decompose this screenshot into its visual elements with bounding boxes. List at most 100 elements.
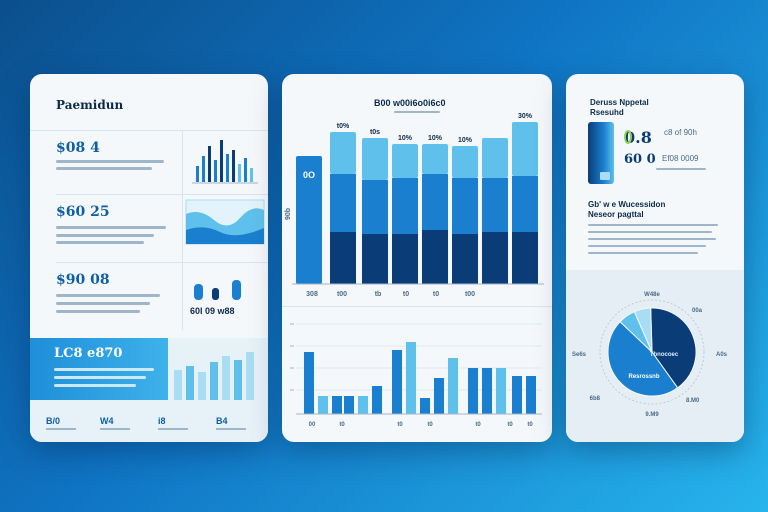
bar-segment-bottom [452, 234, 478, 284]
tab-underline [216, 428, 246, 430]
bar-segment-middle [392, 178, 418, 234]
right-subtitle-2: Neseor pagttal [588, 210, 644, 219]
right-figure-2: 60 0 [624, 152, 656, 167]
x-tick-label: 308 [306, 291, 318, 298]
pie-chart: Tbnocoec Resrossnb W48e 00a Se6s A0s 6b8 8.M0 9.… [572, 292, 728, 418]
pie-slice [633, 307, 653, 353]
column-bar [420, 398, 430, 414]
x-tick-label: t0 [339, 422, 345, 428]
x-tick-label: t0 [397, 422, 403, 428]
bar-segment-middle [362, 180, 388, 234]
footer-text [54, 384, 136, 387]
left-footer-band: LC8 e870 B/0 W4 i8 B4 [30, 338, 268, 442]
right-paragraph-line [588, 231, 712, 233]
bar-value-label: 10% [398, 135, 413, 142]
bar-segment-middle [422, 174, 448, 230]
stat-value-3: $90 08 [56, 272, 110, 288]
column-bar [468, 368, 478, 414]
bar-segment-top [512, 122, 538, 176]
bar-inner-label: 0O [303, 170, 315, 180]
tab-underline [46, 428, 76, 430]
x-tick-label: t0 [433, 291, 439, 298]
middle-chart-divider [282, 306, 552, 307]
blob-shapes-icon [194, 280, 241, 300]
pie-callout-label: W48e [644, 292, 660, 298]
middle-card-subtitle [394, 111, 440, 113]
column-bar [344, 396, 354, 414]
column-bar [512, 376, 522, 414]
left-row-divider [56, 194, 268, 195]
footer-tab-4-label: B4 [216, 416, 228, 426]
x-tick-label: t0 [475, 422, 481, 428]
right-figure-2-label: Ef08 0009 [662, 154, 699, 163]
right-figure-text [656, 168, 706, 170]
column-bar [392, 350, 402, 414]
bar-value-label: 10% [458, 137, 473, 144]
footer-tab-1[interactable]: B/0 [46, 416, 96, 438]
x-tick-label: t0 [403, 291, 409, 298]
footer-tab-2[interactable]: W4 [100, 416, 150, 438]
footer-tab-3-label: i8 [158, 416, 166, 426]
tab-underline [100, 428, 130, 430]
right-paragraph-line [588, 238, 716, 240]
bar-segment-top [482, 138, 508, 178]
pie-slice [650, 307, 697, 389]
bar-segment-bottom [362, 234, 388, 284]
bar-segment-bottom [482, 232, 508, 284]
right-paragraph-line [588, 252, 698, 254]
pie-callout-label: 8.M0 [686, 398, 700, 404]
right-paragraph-line [588, 245, 706, 247]
x-tick-label: t00 [465, 291, 475, 298]
y-axis-label: 90b [285, 208, 292, 220]
bar-segment-top [452, 146, 478, 178]
stat-2-text [56, 226, 166, 229]
tab-underline [158, 428, 188, 430]
column-bar [482, 368, 492, 414]
bar-value-label: 30% [518, 113, 533, 120]
column-bar [526, 376, 536, 414]
stat-3-text [56, 294, 160, 297]
bar-segment-middle [330, 174, 356, 232]
column-bar [332, 396, 342, 414]
bar-segment-top [392, 144, 418, 178]
middle-card-title: B00 w00i6o0i6c0 [374, 98, 446, 108]
bar-value-label: t0% [337, 123, 350, 130]
right-card-title-1: Deruss Nppetal [590, 98, 649, 107]
x-tick-label: 00 [309, 422, 316, 428]
bar-segment-bottom [422, 230, 448, 284]
pie-callout-label: Se6s [572, 352, 587, 358]
left-row-divider [56, 262, 268, 263]
stat-2-text [56, 234, 154, 237]
column-bar [358, 396, 368, 414]
stat-2-text [56, 241, 144, 244]
right-summary-card: Deruss Nppetal Rsesuhd 0.8 c8 of 90h 60 … [566, 74, 744, 442]
phone-screen [600, 172, 610, 180]
column-bar [448, 358, 458, 414]
bar-value-label: t0s [370, 129, 380, 136]
bar-value-label: 10% [428, 135, 443, 142]
bar-segment-bottom [392, 234, 418, 284]
bar-segment-top [422, 144, 448, 174]
footer-tab-4[interactable]: B4 [216, 416, 262, 438]
bar-segment [296, 156, 322, 284]
column-bar [496, 368, 506, 414]
stat-1-text [56, 167, 152, 170]
pie-callout-label: 6b8 [590, 396, 601, 402]
stat-value-1: $08 4 [56, 140, 100, 156]
x-tick-label: t00 [337, 291, 347, 298]
bar-segment-bottom [330, 232, 356, 284]
footer-tab-1-label: B/0 [46, 416, 61, 426]
footer-bar-chart-icon [174, 352, 254, 400]
stacked-bar-chart: t0% t0s 10% 10% 10% 30% 0O 90b 308 t00 tb t0 t0 t00 [285, 113, 544, 298]
bar-segment-middle [482, 178, 508, 232]
bar-segment-bottom [512, 232, 538, 284]
pie-slice-label: Resrossnb [628, 374, 659, 380]
bar-sparkline-icon [192, 140, 258, 184]
column-bar [406, 342, 416, 414]
left-column-divider [182, 130, 183, 330]
bar-segment-top [362, 138, 388, 180]
footer-tab-3[interactable]: i8 [158, 416, 208, 438]
column-bar [304, 352, 314, 414]
left-title-divider [30, 130, 268, 131]
green-accent-dot [624, 130, 632, 144]
